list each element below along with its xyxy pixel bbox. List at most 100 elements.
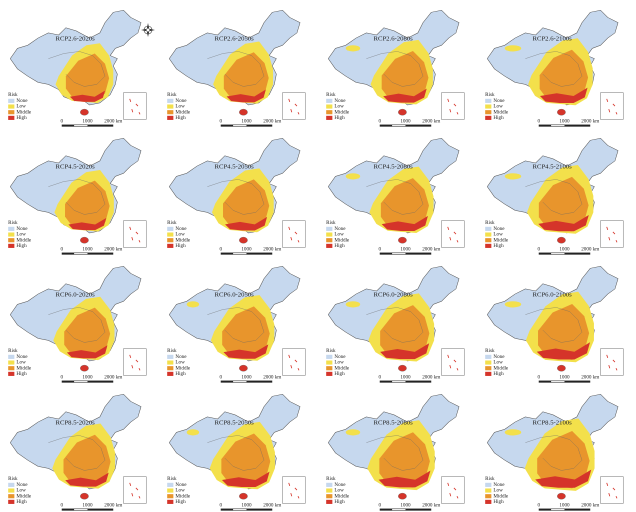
- middle-risk-zone: [380, 305, 430, 360]
- legend-title: Risk: [485, 348, 495, 354]
- middle-risk-zone: [223, 179, 270, 231]
- legend-label: Low: [493, 488, 503, 494]
- legend-swatch: [485, 104, 492, 109]
- legend-swatch: [167, 98, 174, 103]
- legend-label: Middle: [493, 109, 509, 115]
- legend-label: Low: [493, 360, 503, 366]
- legend-swatch: [8, 232, 15, 237]
- high-risk-zone: [68, 217, 107, 231]
- legend-swatch: [8, 366, 15, 371]
- legend-swatch: [326, 98, 333, 103]
- hainan-island: [80, 492, 89, 500]
- scale-label: 1000: [400, 247, 411, 253]
- scale-bar-segment: [551, 509, 565, 511]
- legend-label: High: [493, 499, 504, 505]
- compass-star: [141, 23, 155, 37]
- legend-swatch: [485, 238, 492, 243]
- legend-title: Risk: [167, 220, 177, 226]
- hainan-island: [239, 108, 248, 116]
- province-borders: [366, 51, 424, 87]
- scale-label: 2000 km: [104, 375, 122, 381]
- high-risk-zone: [535, 469, 592, 488]
- legend-label: Middle: [493, 365, 509, 371]
- legend-title: Risk: [167, 476, 177, 482]
- legend-swatch: [8, 494, 15, 499]
- hainan-island: [398, 236, 407, 244]
- legend-swatch: [8, 499, 15, 504]
- legend-label: None: [175, 226, 187, 232]
- scale-label: 2000 km: [104, 119, 122, 125]
- panel-title: RCP4.5-2020s: [56, 164, 96, 171]
- legend-title: Risk: [485, 220, 495, 226]
- high-risk-zone: [380, 343, 430, 360]
- province-borders: [525, 307, 583, 343]
- high-risk-zone: [536, 342, 591, 360]
- scale-label: 1000: [241, 119, 252, 125]
- middle-risk-zone: [223, 52, 269, 102]
- south-sea-inset: [600, 476, 624, 504]
- scale-label: 2000 km: [422, 119, 440, 125]
- scale-bar-segment: [233, 509, 247, 511]
- legend-label: High: [175, 499, 186, 505]
- middle-risk-zone: [222, 306, 270, 359]
- low-risk-patch: [186, 429, 200, 436]
- legend-swatch: [326, 238, 333, 243]
- legend-swatch: [167, 366, 174, 371]
- scale-label: 0: [537, 503, 540, 509]
- inset-dots: [129, 482, 141, 499]
- scale-label: 1000: [400, 375, 411, 381]
- scale-label: 0: [219, 375, 222, 381]
- legend-label: Low: [334, 488, 344, 494]
- scale-label: 2000 km: [263, 119, 281, 125]
- scale-label: 2000 km: [104, 247, 122, 253]
- legend-swatch: [485, 98, 492, 103]
- panel-title: RCP4.5-2050s: [215, 164, 255, 171]
- legend-label: Middle: [16, 109, 32, 115]
- legend-title: Risk: [167, 92, 177, 98]
- legend-label: None: [16, 482, 28, 488]
- legend-swatch: [167, 494, 174, 499]
- middle-risk-zone: [65, 53, 110, 101]
- legend-title: Risk: [326, 348, 336, 354]
- middle-risk-zone: [538, 176, 589, 232]
- panel-title: RCP6.0-2020s: [56, 292, 96, 299]
- south-sea-inset: [123, 476, 147, 504]
- low-risk-patch: [504, 429, 522, 436]
- legend-swatch: [8, 226, 15, 231]
- scale-label: 2000 km: [422, 247, 440, 253]
- legend-swatch: [167, 499, 174, 504]
- scale-label: 2000 km: [422, 375, 440, 381]
- panel-title: RCP6.0-2080s: [374, 292, 414, 299]
- scale-label: 2000 km: [581, 503, 599, 509]
- scale-label: 2000 km: [263, 375, 281, 381]
- legend-label: Low: [334, 360, 344, 366]
- legend-swatch: [8, 98, 15, 103]
- legend-swatch: [485, 371, 492, 376]
- scale-label: 1000: [400, 503, 411, 509]
- legend-label: None: [493, 482, 505, 488]
- south-sea-inset: [600, 220, 624, 248]
- hainan-island: [557, 236, 566, 244]
- low-risk-patch: [345, 429, 361, 436]
- middle-risk-zone: [380, 178, 429, 231]
- legend-label: Low: [175, 488, 185, 494]
- inset-dots: [447, 226, 459, 243]
- legend-swatch: [167, 354, 174, 359]
- legend-label: High: [175, 115, 186, 121]
- scale-bar-segment: [551, 381, 565, 383]
- legend-label: Low: [493, 104, 503, 110]
- hainan-island: [80, 236, 89, 244]
- legend-label: Middle: [334, 109, 350, 115]
- legend-swatch: [485, 366, 492, 371]
- legend-swatch: [326, 243, 333, 248]
- scale-label: 1000: [241, 503, 252, 509]
- middle-risk-zone: [65, 180, 110, 230]
- legend-label: High: [334, 499, 345, 505]
- legend-swatch: [326, 232, 333, 237]
- province-borders: [207, 435, 265, 471]
- scale-label: 0: [378, 247, 381, 253]
- middle-risk-zone: [539, 49, 589, 103]
